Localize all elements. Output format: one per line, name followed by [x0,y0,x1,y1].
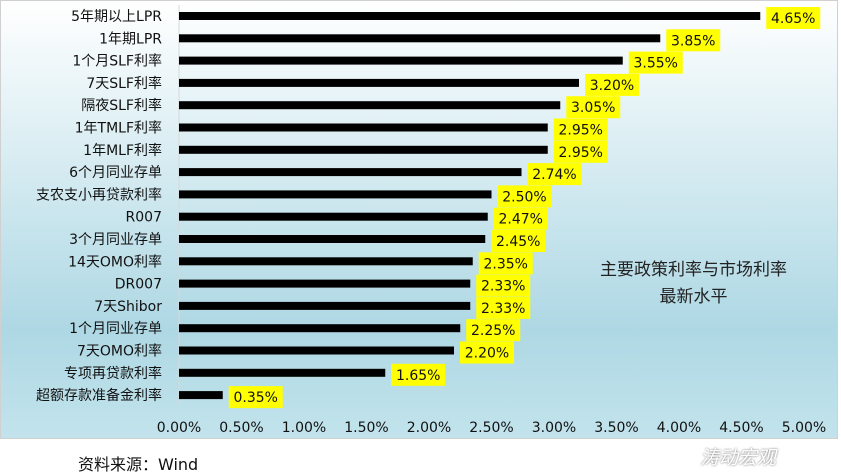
category-label: 1个月SLF利率 [72,53,162,70]
data-label: 2.74% [532,167,576,183]
data-label-bg [476,274,531,297]
data-label: 1.65% [396,368,440,384]
category-label: 5年期以上LPR [71,9,162,25]
data-label: 3.20% [590,78,634,94]
data-label: 2.95% [559,123,603,139]
bar [179,168,522,177]
data-label-bg [476,296,531,319]
bar [179,78,579,87]
category-label: 1年MLF利率 [83,142,162,159]
category-label: 7天SLF利率 [86,75,162,92]
data-label: 2.45% [496,234,540,250]
category-label: DR007 [115,277,162,293]
bar [179,324,461,333]
category-label: 隔夜SLF利率 [81,97,162,114]
data-label-bg [491,230,546,252]
category-label: 6个月同业存单 [69,165,162,181]
category-label: 1年TMLF利率 [75,120,162,137]
data-label: 2.47% [499,212,543,228]
x-tick-label: 4.50% [719,420,763,436]
bar [179,279,471,288]
x-tick-label: 2.50% [469,420,513,436]
category-label: R007 [126,210,162,226]
data-label: 2.95% [559,145,603,161]
x-tick-label: 1.00% [282,420,326,436]
data-label-bg [628,51,683,74]
annotation-line-2: 最新水平 [659,287,728,307]
data-label-bg [391,363,446,386]
data-label: 3.05% [571,100,615,116]
data-label: 3.55% [634,56,678,72]
x-tick-label: 3.50% [594,420,638,436]
bar [179,145,548,154]
category-label: 7天OMO利率 [77,343,162,360]
data-label: 3.85% [671,33,715,49]
data-label-bg [766,7,821,29]
x-tick-label: 0.50% [219,420,263,436]
data-label: 2.25% [471,323,515,339]
bar [179,301,471,310]
data-label-bg [466,319,521,342]
category-label: 3个月同业存单 [69,232,162,248]
chart-area: 5年期以上LPR 4.65% 1年期LPR 3.85% 1个月SLF利率 3.55% 7天S… [0,0,838,439]
category-label: 1年期LPR [99,31,162,47]
source-note: 资料来源：Wind [78,455,199,474]
x-tick-label: 0.00% [157,420,201,436]
data-label-bg [666,29,721,52]
x-tick-label: 1.50% [344,420,388,436]
data-label-bg [553,118,608,141]
bar [179,123,548,132]
data-label-bg [497,185,552,208]
bar [179,56,623,65]
chart-annotation: 主要政策利率与市场利率 最新水平 [561,257,826,311]
bar-chart: 5年期以上LPR 4.65% 1年期LPR 3.85% 1个月SLF利率 3.55% 7天S… [36,5,826,436]
annotation-line-1: 主要政策利率与市场利率 [600,260,787,280]
category-label: 14天OMO利率 [68,253,162,270]
x-tick-label: 4.00% [657,420,701,436]
data-label-bg [527,163,582,186]
bar [179,391,223,400]
bar [179,101,561,110]
x-tick-label: 2.00% [407,420,451,436]
bar [179,346,454,355]
data-label-bg [228,386,283,409]
bar [179,34,661,43]
data-label: 4.65% [771,11,815,27]
category-label: 1个月同业存单 [69,321,162,337]
data-label-bg [553,140,608,163]
data-label: 2.35% [484,256,528,272]
data-label-bg [460,341,514,364]
data-label: 0.35% [234,390,278,406]
bar [179,12,761,20]
category-label: 超额存款准备金利率 [36,387,162,404]
data-label-bg [566,96,621,119]
data-label: 2.20% [465,346,509,362]
category-label: 支农支小再贷款利率 [36,186,162,203]
category-label: 专项再贷款利率 [64,365,162,382]
bar [179,257,473,266]
bar [179,368,386,377]
x-tick-label: 5.00% [782,420,826,436]
bar [179,235,486,243]
data-label: 2.33% [481,279,525,295]
category-label: 7天Shibor [94,299,162,315]
data-label: 2.33% [481,301,525,317]
x-tick-label: 3.00% [532,420,576,436]
watermark: 涛动宏观 [700,447,777,469]
data-label-bg [585,73,639,96]
bar [179,190,492,199]
bar [179,212,488,221]
data-label-bg [493,207,548,230]
data-label-bg [478,252,533,275]
data-label: 2.50% [502,189,546,205]
